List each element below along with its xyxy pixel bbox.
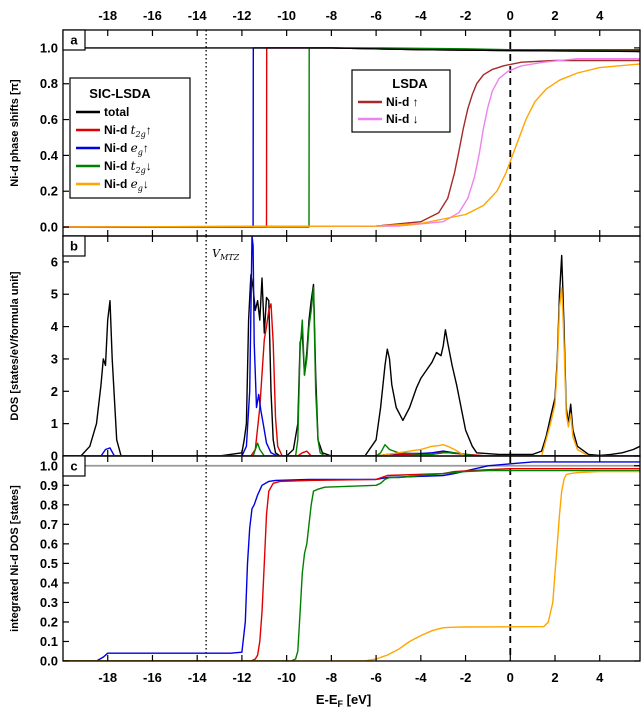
y-tick-label: 1.0 xyxy=(40,40,58,55)
y-tick-label: 0.3 xyxy=(40,595,58,610)
panel-label: b xyxy=(70,239,78,254)
y-tick-label: 0 xyxy=(51,449,58,464)
series-t2g_up xyxy=(63,468,640,661)
x-tick-label-top: -2 xyxy=(460,8,472,23)
x-tick-label: -4 xyxy=(415,670,427,685)
x-tick-label: -6 xyxy=(370,670,382,685)
x-tick-label: -14 xyxy=(188,670,208,685)
y-tick-label: 4 xyxy=(51,319,59,334)
plot-frame xyxy=(62,455,641,662)
series-eg_up xyxy=(63,461,640,661)
x-tick-label-top: -6 xyxy=(370,8,382,23)
x-tick-label: -2 xyxy=(460,670,472,685)
legend-title: LSDA xyxy=(392,76,428,91)
x-tick-label-top: -16 xyxy=(143,8,162,23)
y-tick-label: 2 xyxy=(51,384,58,399)
x-tick-label-top: 0 xyxy=(507,8,514,23)
x-tick-label-top: -12 xyxy=(233,8,252,23)
x-tick-label: -18 xyxy=(98,670,117,685)
y-tick-label: 0.0 xyxy=(40,220,58,235)
series-t2g_dn xyxy=(63,469,640,661)
x-tick-label: -16 xyxy=(143,670,162,685)
y-axis-label: integrated Ni-d DOS [states] xyxy=(9,485,21,632)
x-tick-label: 2 xyxy=(551,670,558,685)
x-tick-label-top: 2 xyxy=(551,8,558,23)
series-total xyxy=(63,47,640,53)
y-tick-label: 6 xyxy=(51,254,58,269)
x-tick-label-top: -18 xyxy=(98,8,117,23)
legend-entry: Ni-d eg↑ xyxy=(104,141,149,157)
y-axis-label: Ni-d phase shifts [π] xyxy=(9,79,21,187)
x-tick-label-top: -8 xyxy=(326,8,338,23)
plot-frame xyxy=(62,235,641,457)
x-tick-label-top: -4 xyxy=(415,8,427,23)
x-tick-label-top: 4 xyxy=(596,8,604,23)
panel-label: a xyxy=(70,33,78,48)
legend-entry: Ni-d eg↓ xyxy=(104,177,149,193)
y-tick-label: 0.6 xyxy=(40,112,58,127)
y-tick-label: 0.2 xyxy=(40,614,58,629)
x-tick-label: 0 xyxy=(507,670,514,685)
legend-lsda: LSDA Ni-d ↑ Ni-d ↓ xyxy=(351,69,451,133)
series-eg_dn xyxy=(63,63,640,228)
series-eg_dn xyxy=(63,470,640,661)
y-tick-label: 0.7 xyxy=(40,517,58,532)
y-tick-label: 0.9 xyxy=(40,478,58,493)
panel-label: c xyxy=(70,459,77,474)
y-tick-label: 0.0 xyxy=(40,654,58,669)
y-tick-label: 0.6 xyxy=(40,536,58,551)
x-tick-label-top: -10 xyxy=(277,8,296,23)
y-tick-label: 3 xyxy=(51,351,58,366)
legend-title: SIC-LSDA xyxy=(89,86,151,101)
y-tick-label: 0.1 xyxy=(40,634,58,649)
panel-c: 0.0 0.1 0.2 0.3 0.4 0.5 0.6 0.7 0.8 0.9 1.0 integra… xyxy=(9,455,641,669)
x-axis-label: E-EF [eV] xyxy=(316,692,371,709)
x-tick-label-top: -14 xyxy=(188,8,208,23)
series-eg_up xyxy=(63,236,640,456)
legend-entry: total xyxy=(104,105,129,119)
series-t2g_dn xyxy=(63,287,640,456)
panel-a: 0.0 0.2 0.4 0.6 0.8 1.0 Ni-d phase shifts [π] a… xyxy=(9,29,641,237)
series-t2g_up xyxy=(63,303,640,456)
legend-entry: Ni-d ↑ xyxy=(386,95,419,109)
y-axis-label: DOS [states/eV/formula unit] xyxy=(9,271,21,420)
x-tick-label: -8 xyxy=(326,670,338,685)
y-tick-label: 1.0 xyxy=(40,458,58,473)
y-tick-label: 0.2 xyxy=(40,184,58,199)
y-tick-label: 5 xyxy=(51,287,58,302)
x-tick-label: -12 xyxy=(233,670,252,685)
x-tick-label: 4 xyxy=(596,670,604,685)
vmtz-label: VMTZ xyxy=(212,247,239,262)
series-eg_dn xyxy=(63,287,640,456)
legend-entry: Ni-d ↓ xyxy=(386,112,419,126)
y-tick-label: 0.4 xyxy=(40,575,59,590)
panel-b: 0 1 2 3 4 5 6 DOS [states/eV/formula unit] b VMTZ xyxy=(9,235,641,464)
series-total xyxy=(63,254,640,456)
y-tick-label: 0.8 xyxy=(40,76,58,91)
y-tick-label: 0.8 xyxy=(40,497,58,512)
y-tick-label: 1 xyxy=(51,416,58,431)
y-tick-label: 0.5 xyxy=(40,556,58,571)
series-lsda_up xyxy=(63,59,640,228)
y-tick-label: 0.4 xyxy=(40,148,59,163)
x-tick-label: -10 xyxy=(277,670,296,685)
